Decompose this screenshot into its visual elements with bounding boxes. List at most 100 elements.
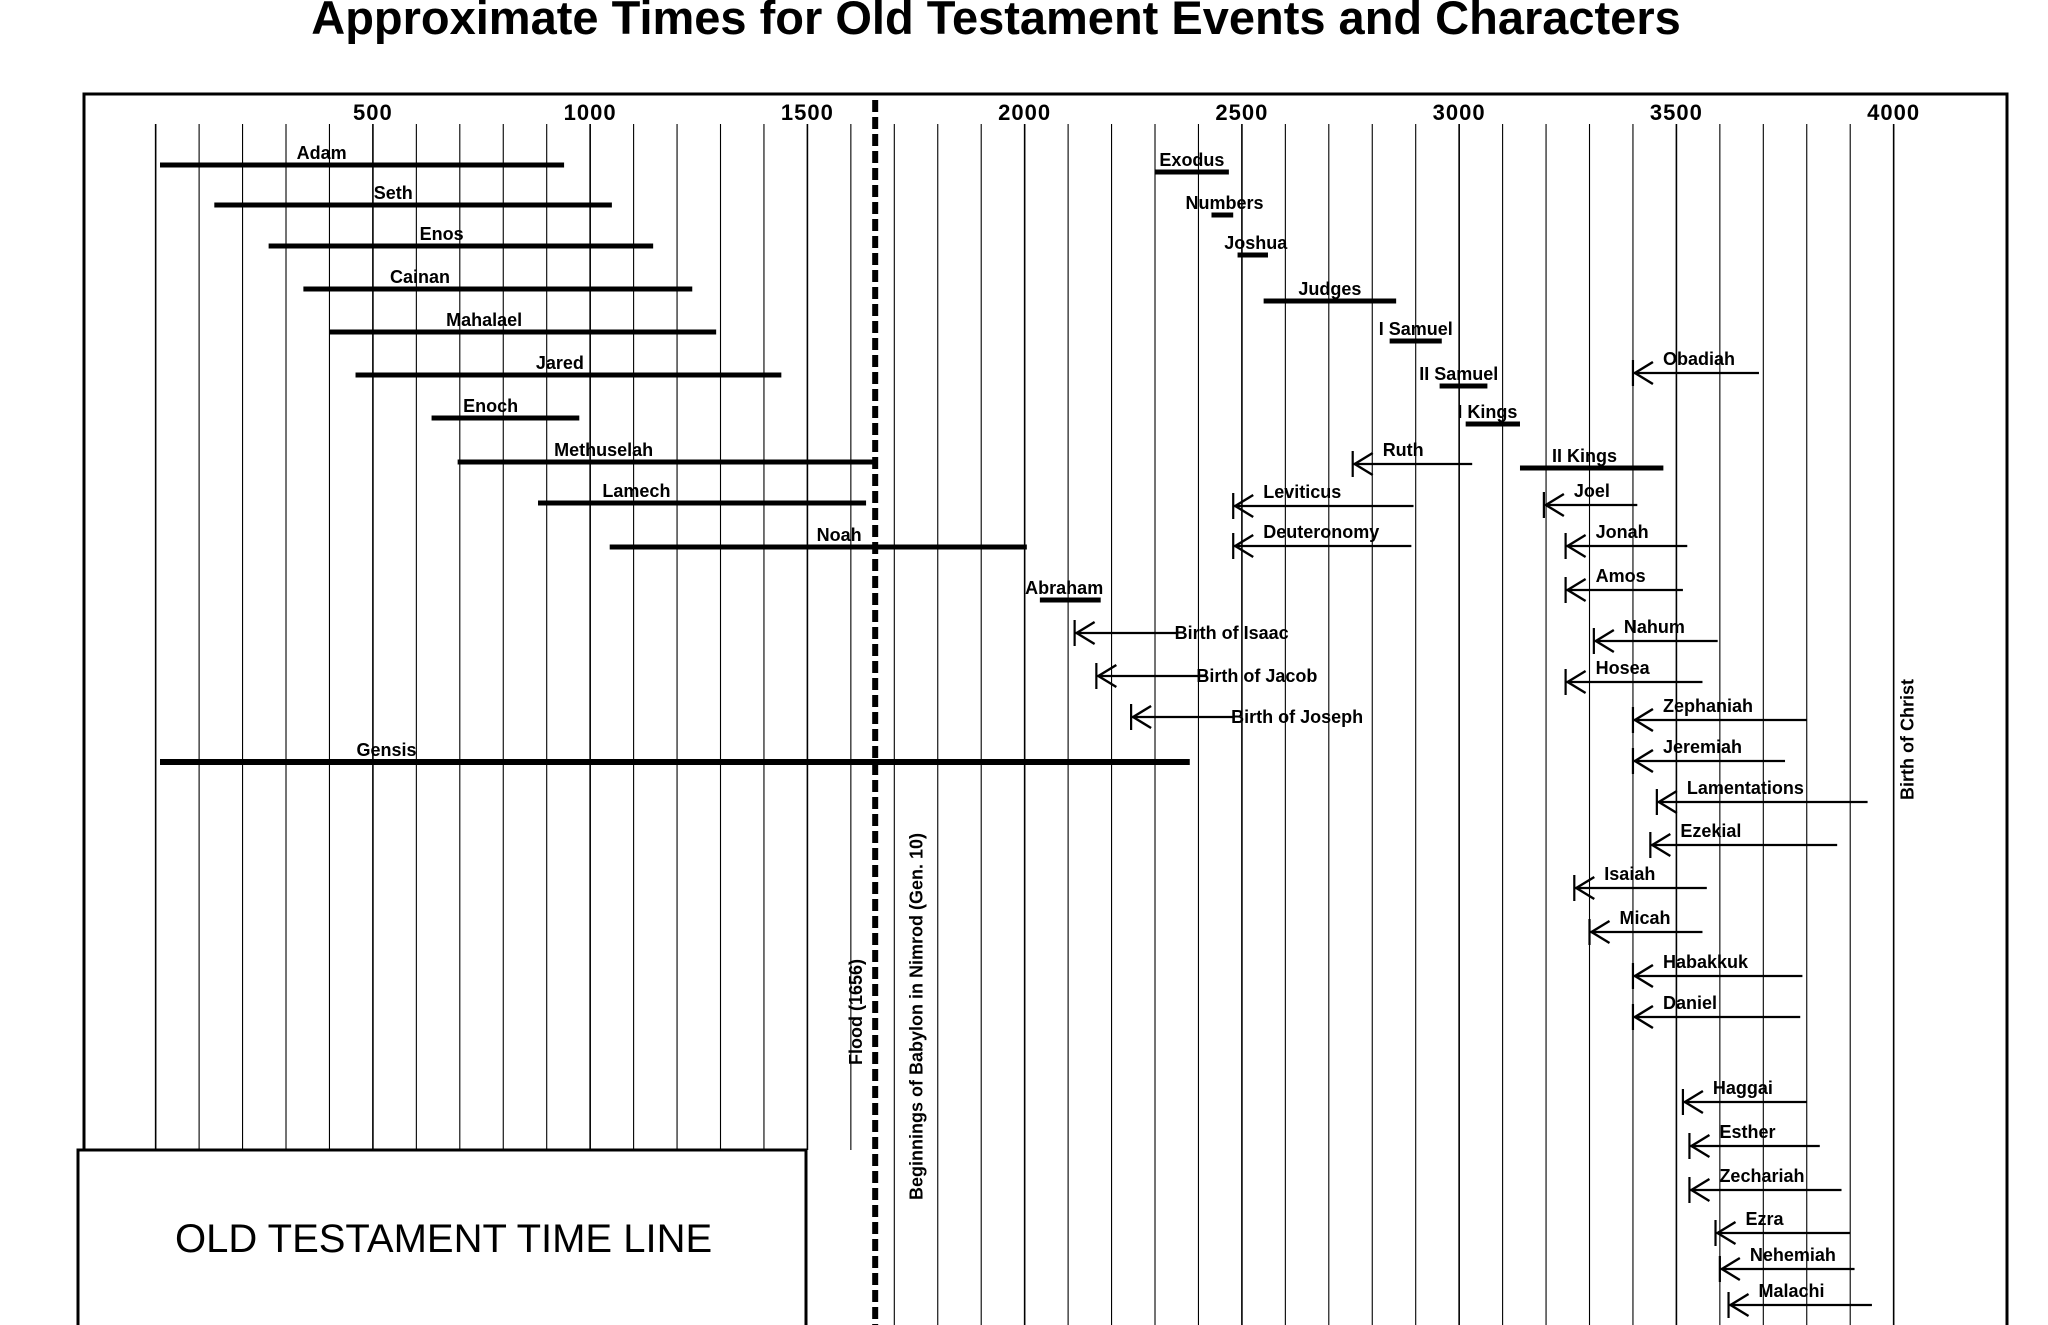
bar-label-noah: Noah bbox=[817, 525, 862, 545]
bar-exodus bbox=[1155, 169, 1229, 175]
x-tick-label: 3500 bbox=[1650, 100, 1703, 125]
arrow-head-micah bbox=[1589, 919, 1611, 945]
arrow-label-deuteronomy: Deuteronomy bbox=[1263, 522, 1379, 542]
bar-enos bbox=[268, 243, 654, 249]
bar-label-ii-samuel: II Samuel bbox=[1419, 364, 1498, 384]
arrow-head-joel bbox=[1543, 492, 1565, 518]
arrow-label-joel: Joel bbox=[1574, 481, 1610, 501]
arrow-head-zechariah bbox=[1689, 1177, 1711, 1203]
arrow-head-obadiah bbox=[1632, 360, 1654, 386]
arrow-head-ruth bbox=[1352, 451, 1374, 477]
arrow-head-birth-of-jacob bbox=[1096, 663, 1117, 689]
bar-cainan bbox=[303, 286, 693, 292]
arrow-head-birth-of-joseph bbox=[1130, 704, 1152, 730]
title-box-label: OLD TESTAMENT TIME LINE bbox=[175, 1217, 712, 1261]
arrow-label-birth-of-jacob: Birth of Jacob bbox=[1196, 666, 1317, 686]
arrow-head-ezra bbox=[1715, 1220, 1737, 1246]
bar-label-numbers: Numbers bbox=[1186, 193, 1264, 213]
arrow-head-jonah bbox=[1565, 533, 1587, 559]
arrow-head-birth-of-isaac bbox=[1074, 620, 1096, 646]
bar-judges bbox=[1263, 298, 1397, 304]
x-axis-tick-labels: 500 1000 1500 2000 2500 3000 3500 4000 bbox=[353, 100, 1920, 125]
arrow-label-malachi: Malachi bbox=[1759, 1281, 1825, 1301]
bar-label-i-kings: I Kings bbox=[1457, 402, 1517, 422]
arrow-label-daniel: Daniel bbox=[1663, 993, 1717, 1013]
bar-lamech bbox=[538, 500, 867, 506]
x-tick-label: 2500 bbox=[1215, 100, 1268, 125]
arrow-head-isaiah bbox=[1573, 875, 1595, 901]
arrow-label-hosea: Hosea bbox=[1596, 658, 1651, 678]
bar-label-methuselah: Methuselah bbox=[554, 440, 653, 460]
bar-label-jared: Jared bbox=[536, 353, 584, 373]
arrow-head-haggai bbox=[1682, 1089, 1704, 1115]
vertical-markers: Flood (1656) Beginnings of Babylon in Nim… bbox=[846, 100, 1918, 1325]
bar-label-judges: Judges bbox=[1298, 279, 1361, 299]
arrow-head-zephaniah bbox=[1632, 707, 1654, 733]
arrow-label-micah: Micah bbox=[1620, 908, 1671, 928]
arrow-label-jeremiah: Jeremiah bbox=[1663, 737, 1742, 757]
arrow-head-esther bbox=[1689, 1133, 1711, 1159]
bar-label-seth: Seth bbox=[374, 183, 413, 203]
x-tick-label: 3000 bbox=[1433, 100, 1486, 125]
arrow-label-jonah: Jonah bbox=[1596, 522, 1649, 542]
title-box: OLD TESTAMENT TIME LINE bbox=[76, 1148, 808, 1325]
timeline-arrows: Birth of Isaac Birth of Jacob Birth of Jos… bbox=[1073, 349, 1872, 1318]
arrow-head-amos bbox=[1565, 577, 1587, 603]
arrow-label-leviticus: Leviticus bbox=[1263, 482, 1341, 502]
arrow-head-jeremiah bbox=[1632, 748, 1654, 774]
bar-label-cainan: Cainan bbox=[390, 267, 450, 287]
x-tick-label: 4000 bbox=[1867, 100, 1920, 125]
bar-label-joshua: Joshua bbox=[1224, 233, 1288, 253]
bar-adam bbox=[160, 162, 565, 168]
arrow-label-ruth: Ruth bbox=[1383, 440, 1424, 460]
bar-label-i-samuel: I Samuel bbox=[1379, 319, 1453, 339]
arrow-label-zephaniah: Zephaniah bbox=[1663, 696, 1753, 716]
bar-label-abraham: Abraham bbox=[1025, 578, 1103, 598]
arrow-head-leviticus bbox=[1232, 493, 1254, 519]
vertical-gridlines bbox=[154, 124, 1895, 1325]
x-tick-label: 1000 bbox=[564, 100, 617, 125]
x-tick-label: 1500 bbox=[781, 100, 834, 125]
bar-label-lamech: Lamech bbox=[602, 481, 670, 501]
arrow-label-haggai: Haggai bbox=[1713, 1078, 1773, 1098]
bar-label-exodus: Exodus bbox=[1159, 150, 1224, 170]
plot-frame bbox=[82, 92, 2009, 1325]
arrow-head-nahum bbox=[1593, 628, 1615, 654]
x-tick-label: 500 bbox=[353, 100, 393, 125]
arrow-head-daniel bbox=[1632, 1004, 1654, 1030]
timeline-bars: Adam Seth Enos Cainan Mahalael Jared Enoch Meth… bbox=[160, 143, 1664, 765]
arrow-head-nehemiah bbox=[1719, 1256, 1741, 1282]
arrow-head-lamentations bbox=[1656, 789, 1678, 815]
arrow-label-birth-of-joseph: Birth of Joseph bbox=[1231, 707, 1363, 727]
bar-i-samuel bbox=[1389, 338, 1442, 344]
arrow-label-birth-of-isaac: Birth of Isaac bbox=[1175, 623, 1289, 643]
arrow-head-hosea bbox=[1565, 669, 1587, 695]
arrow-label-habakkuk: Habakkuk bbox=[1663, 952, 1749, 972]
arrow-label-nahum: Nahum bbox=[1624, 617, 1685, 637]
bar-mahalael bbox=[329, 329, 717, 335]
bar-gensis bbox=[160, 759, 1190, 765]
arrow-label-esther: Esther bbox=[1719, 1122, 1775, 1142]
bar-abraham bbox=[1039, 597, 1101, 603]
arrow-head-habakkuk bbox=[1632, 963, 1654, 989]
bar-label-enos: Enos bbox=[420, 224, 464, 244]
bar-ii-kings bbox=[1519, 465, 1664, 471]
bar-label-gensis: Gensis bbox=[357, 740, 417, 760]
bar-seth bbox=[214, 202, 612, 208]
arrow-head-malachi bbox=[1728, 1292, 1750, 1318]
bar-methuselah bbox=[457, 459, 875, 465]
chart-title: Approximate Times for Old Testament Even… bbox=[311, 0, 1681, 44]
bar-i-kings bbox=[1465, 421, 1520, 427]
arrow-head-ezekial bbox=[1650, 832, 1671, 858]
marker-label-beginnings-of-babylon-in-nimrod-gen-10: Beginnings of Babylon in Nimrod (Gen. 10… bbox=[907, 833, 927, 1200]
arrow-label-amos: Amos bbox=[1596, 566, 1646, 586]
bar-ii-samuel bbox=[1439, 383, 1488, 389]
arrow-head-deuteronomy bbox=[1232, 533, 1254, 559]
arrow-label-isaiah: Isaiah bbox=[1604, 864, 1655, 884]
arrow-label-ezra: Ezra bbox=[1746, 1209, 1785, 1229]
bar-label-mahalael: Mahalael bbox=[446, 310, 522, 330]
title-box-frame bbox=[76, 1148, 808, 1325]
bar-jared bbox=[355, 372, 782, 378]
arrow-label-nehemiah: Nehemiah bbox=[1750, 1245, 1836, 1265]
